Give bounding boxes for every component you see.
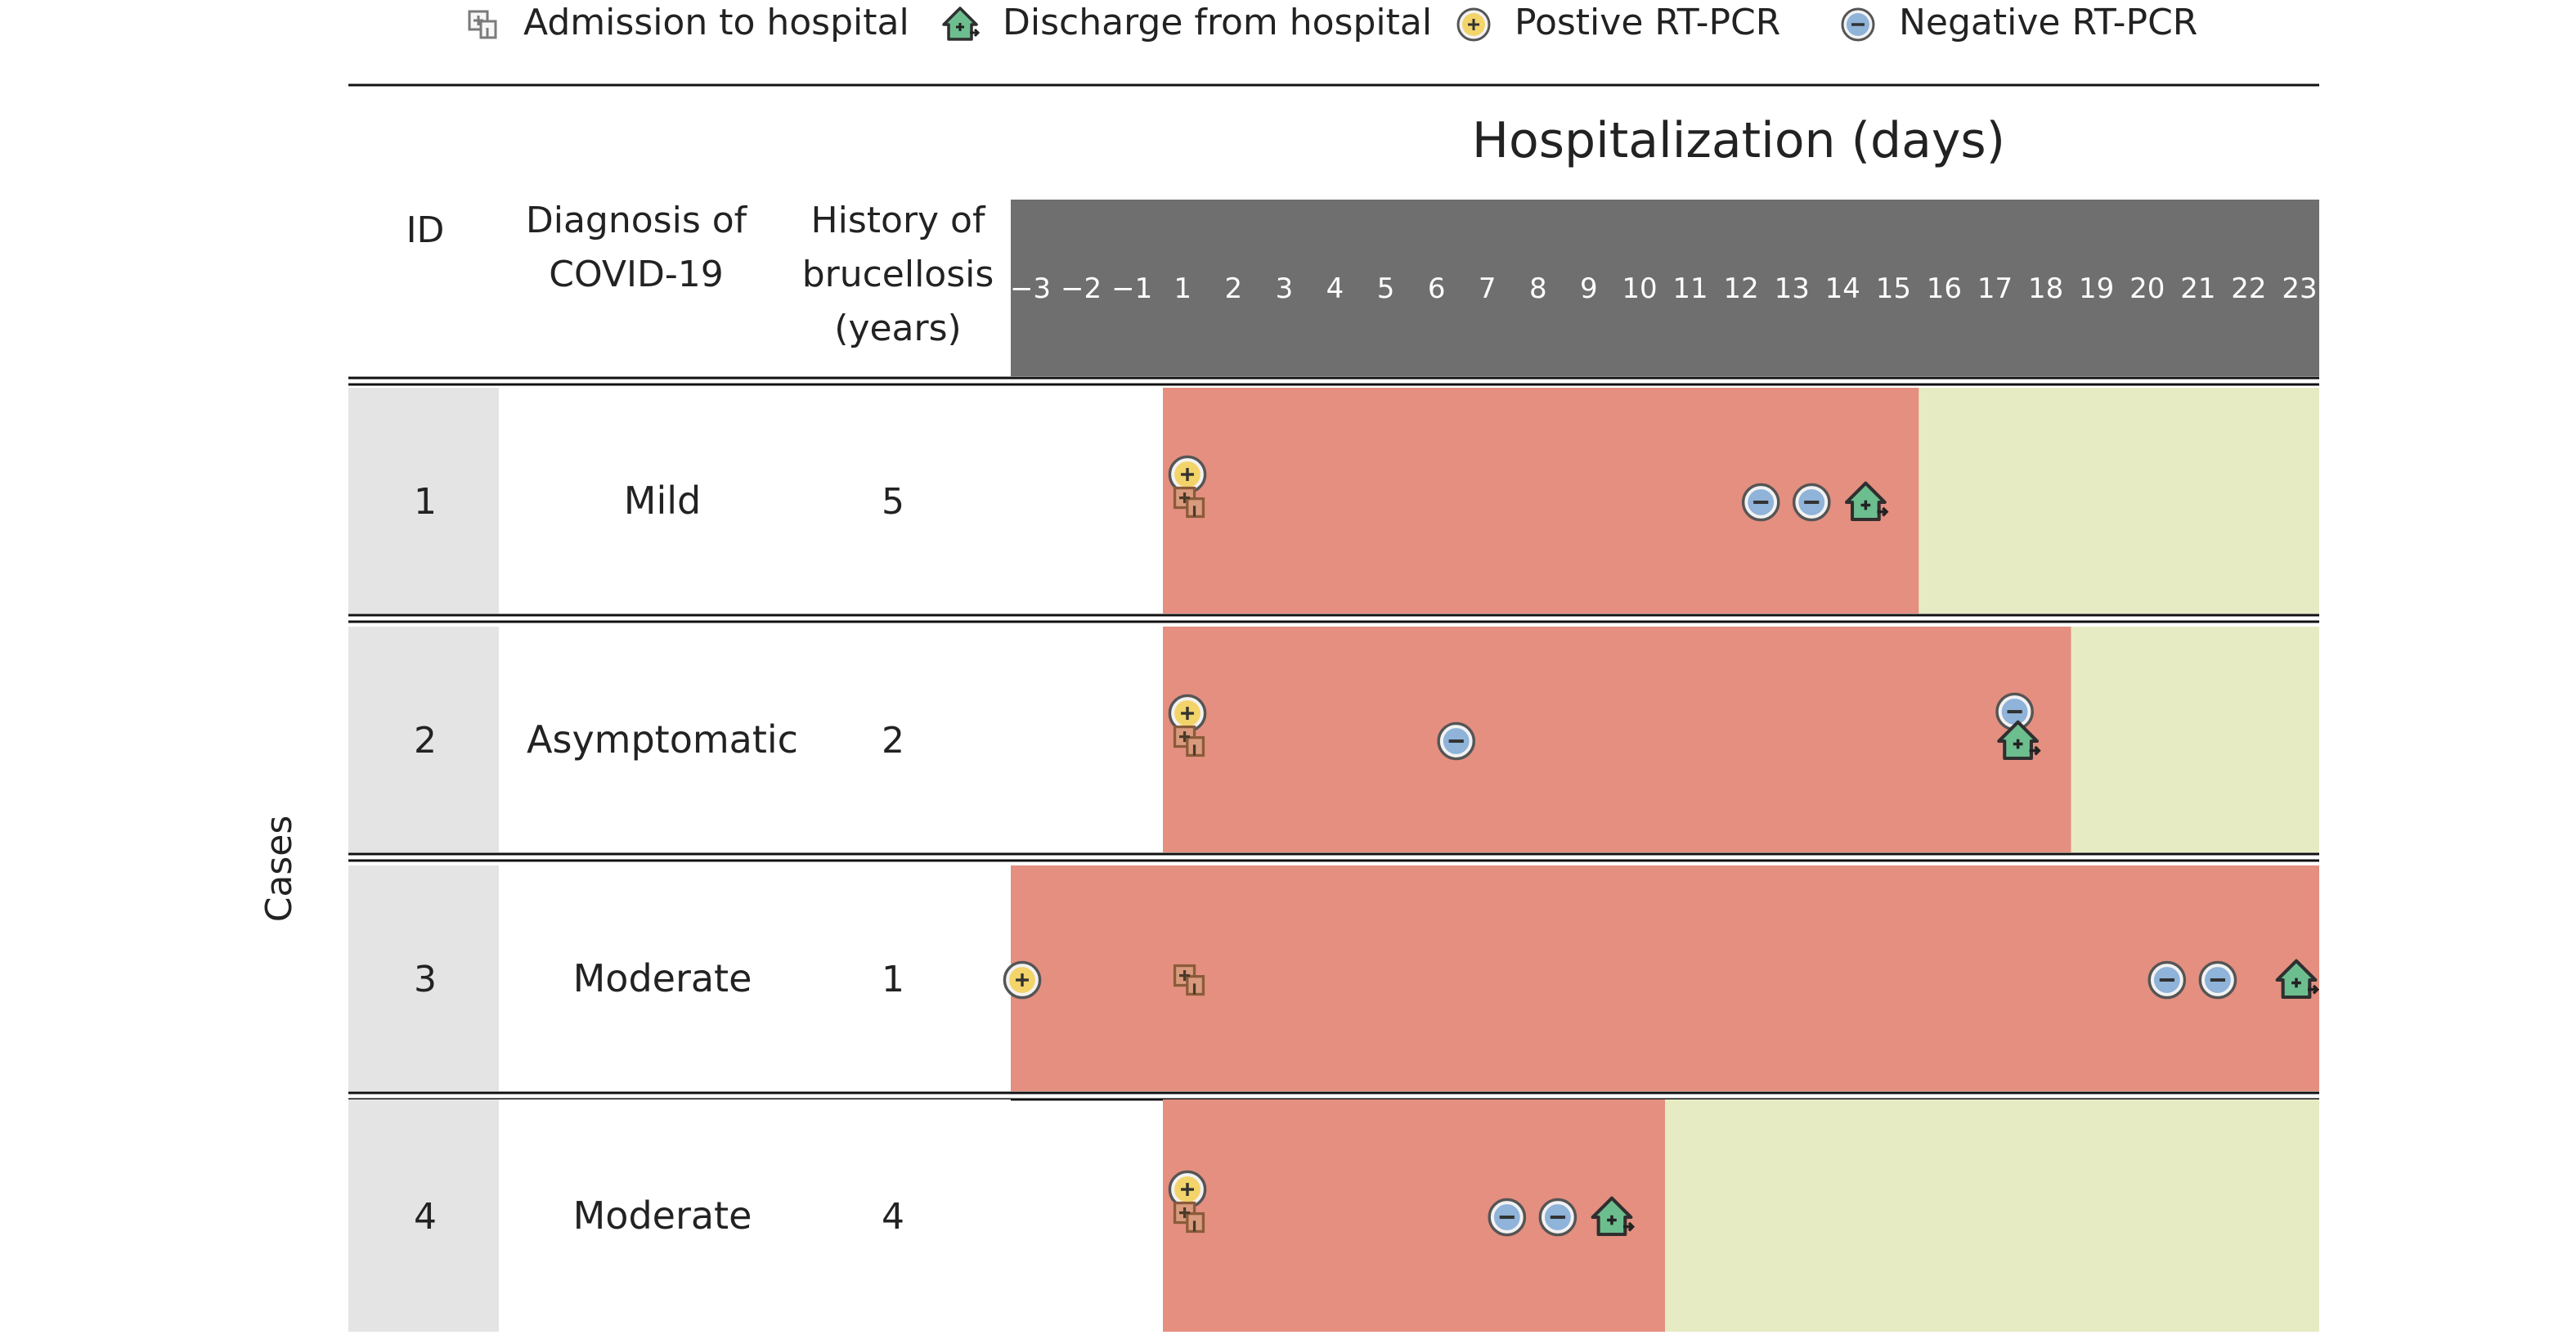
case-history-years: 1	[882, 959, 904, 1000]
case-diagnosis: Moderate	[573, 1193, 752, 1238]
case-diagnosis: Asymptomatic	[527, 717, 798, 762]
day-axis-band	[1011, 200, 2319, 376]
case-history-years: 5	[882, 481, 904, 523]
day-tick-label: 22	[2231, 272, 2266, 305]
day-tick-label: −3	[1010, 272, 1051, 305]
negative-rtpcr-marker	[1437, 721, 1476, 761]
chart-title: Hospitalization (days)	[1472, 112, 2005, 169]
recovered-period-bar	[2071, 627, 2319, 852]
case-diagnosis: Mild	[624, 479, 701, 523]
day-tick-label: 21	[2180, 272, 2215, 305]
day-tick-labels: −3 −2 −1 1 2 3 4 5 6 7 8 9 10 11 12 13 14 15 16 17 18 19 20 21 2…	[1010, 272, 2318, 305]
case-history-years: 4	[882, 1196, 904, 1238]
negative-legend-icon	[1841, 7, 1875, 42]
info-cell	[499, 627, 1011, 852]
day-tick-label: 4	[1326, 272, 1344, 305]
case-row: 2 Asymptomatic 2	[348, 627, 2319, 862]
day-tick-label: −1	[1111, 272, 1152, 305]
day-tick-label: 10	[1622, 272, 1657, 305]
negative-rtpcr-marker	[1488, 1198, 1527, 1237]
case-history-years: 2	[882, 720, 904, 762]
case-id: 1	[414, 481, 437, 523]
admission-legend-icon	[468, 10, 497, 39]
case-id: 3	[414, 959, 437, 1000]
day-tick-label: 23	[2282, 272, 2317, 305]
info-cell	[499, 1099, 1011, 1332]
day-tick-label: 18	[2028, 272, 2063, 305]
case-row: 3 Moderate 1	[348, 865, 2319, 1101]
day-tick-label: 5	[1377, 272, 1395, 305]
day-tick-label: 2	[1224, 272, 1242, 305]
case-diagnosis: Moderate	[573, 956, 752, 1000]
id-cell	[348, 865, 499, 1091]
case-row: 4 Moderate 4	[348, 1099, 2319, 1335]
day-tick-label: −2	[1061, 272, 1102, 305]
recovered-period-bar	[1665, 1099, 2319, 1332]
day-tick-label: 14	[1825, 272, 1860, 305]
header-history-line3: (years)	[834, 308, 961, 349]
id-cell	[348, 1099, 499, 1332]
header-diagnosis-line1: Diagnosis of	[526, 200, 748, 241]
header-id: ID	[406, 209, 445, 251]
legend: Admission to hospital Discharge from hos…	[468, 2, 2197, 43]
day-tick-label: 6	[1428, 272, 1446, 305]
case-id: 4	[414, 1196, 437, 1238]
day-tick-label: 1	[1174, 272, 1192, 305]
recovered-period-bar	[1919, 388, 2319, 614]
infected-period-bar	[1163, 1099, 1665, 1332]
infected-period-bar	[1163, 627, 2071, 852]
negative-rtpcr-marker	[1741, 483, 1780, 522]
id-cell	[348, 627, 499, 852]
header-history-line1: History of	[811, 200, 986, 241]
legend-discharge-label: Discharge from hospital	[1003, 2, 1432, 43]
day-tick-label: 7	[1479, 272, 1497, 305]
day-tick-label: 16	[1927, 272, 1962, 305]
y-axis-label: Cases	[258, 816, 300, 923]
day-tick-label: 11	[1672, 272, 1708, 305]
infected-period-bar	[1011, 865, 2319, 1091]
day-tick-label: 9	[1580, 272, 1598, 305]
info-cell	[499, 865, 1011, 1091]
negative-rtpcr-marker	[2147, 960, 2187, 1000]
day-tick-label: 8	[1529, 272, 1547, 305]
day-tick-label: 15	[1876, 272, 1911, 305]
legend-negative-label: Negative RT-PCR	[1899, 2, 2197, 43]
legend-positive-label: Postive RT-PCR	[1515, 2, 1780, 43]
day-tick-label: 17	[1977, 272, 2013, 305]
header-history-line2: brucellosis	[802, 254, 994, 295]
discharge-legend-icon	[942, 7, 980, 41]
negative-rtpcr-marker	[2198, 960, 2237, 1000]
case-row: 1 Mild 5	[348, 388, 2319, 623]
day-tick-label: 13	[1775, 272, 1810, 305]
header-diagnosis-line2: COVID-19	[549, 254, 723, 295]
positive-rtpcr-marker	[1003, 960, 1042, 1000]
case-id: 2	[414, 720, 437, 762]
negative-rtpcr-marker	[1538, 1198, 1577, 1237]
day-tick-label: 20	[2129, 272, 2165, 305]
case-rows: 1 Mild 5 2 Asymptomatic 2 3 Moderate 1 4 Moderate 4	[348, 388, 2319, 1335]
info-cell	[499, 388, 1011, 614]
day-tick-label: 3	[1276, 272, 1294, 305]
positive-legend-icon	[1456, 7, 1491, 42]
id-cell	[348, 388, 499, 614]
day-tick-label: 12	[1723, 272, 1758, 305]
negative-rtpcr-marker	[1792, 483, 1831, 522]
day-tick-label: 19	[2079, 272, 2114, 305]
legend-admission-label: Admission to hospital	[523, 2, 909, 43]
